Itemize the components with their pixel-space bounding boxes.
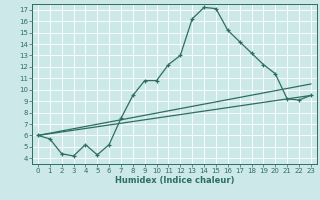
X-axis label: Humidex (Indice chaleur): Humidex (Indice chaleur)	[115, 176, 234, 185]
